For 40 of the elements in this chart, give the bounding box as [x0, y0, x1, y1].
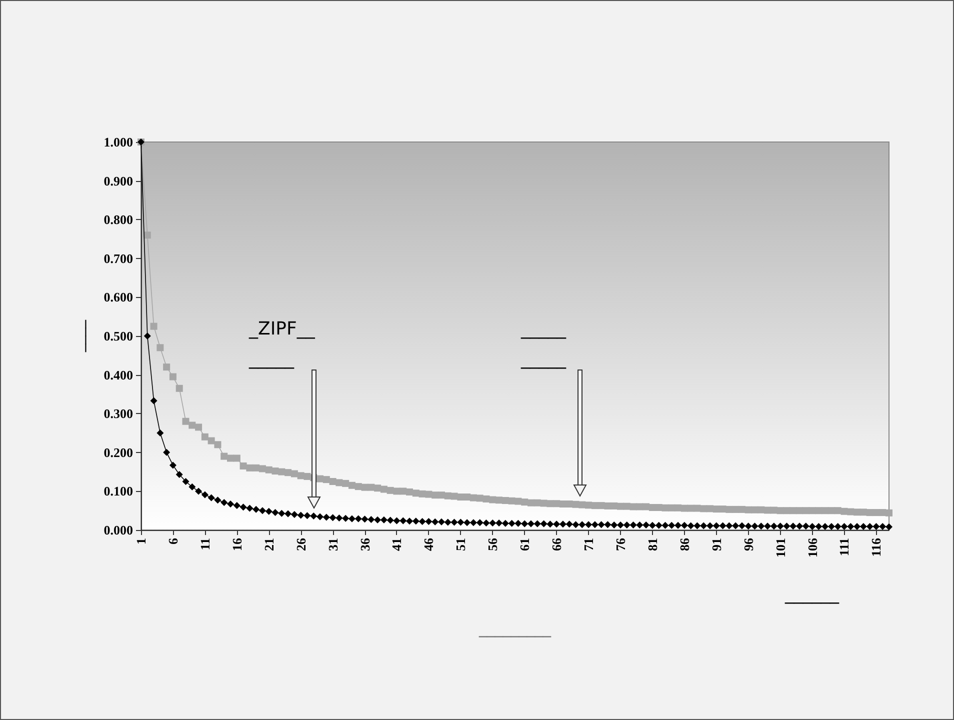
annotation: _ZIPF__ _____ — [248, 318, 316, 370]
x-tick-label: 26 — [293, 538, 308, 551]
x-tick-label: 71 — [581, 538, 596, 551]
y-tick-label: 0.600 — [104, 290, 133, 305]
x-tick-label: 11 — [197, 538, 212, 550]
x-axis-title: _________ — [478, 618, 552, 638]
annotation: _____ _____ — [520, 318, 567, 370]
x-tick-label: 111 — [836, 538, 852, 556]
y-tick-label: 0.100 — [104, 484, 133, 499]
x-tick-label: 86 — [676, 538, 692, 551]
y-tick-label: 0.500 — [104, 328, 133, 344]
x-tick-label: 31 — [325, 538, 340, 551]
y-tick-label: 0.400 — [104, 367, 133, 382]
x-tick-label: 16 — [229, 538, 244, 551]
y-tick-label: 0.900 — [104, 173, 133, 188]
x-tick-label: 21 — [261, 538, 276, 551]
y-tick-label: 0.300 — [104, 406, 133, 422]
x-tick-label: 81 — [644, 538, 660, 551]
x-tick-label: 61 — [517, 538, 532, 551]
x-tick-label: 56 — [485, 538, 500, 551]
y-tick-label: 1.000 — [104, 134, 133, 150]
x-tick-label: 6 — [165, 538, 180, 544]
y-axis-title: ____ — [68, 319, 86, 353]
x-tick-label: 41 — [389, 538, 404, 551]
text: ______ — [784, 584, 840, 604]
x-tick-label: 66 — [549, 538, 564, 551]
x-tick-label: 51 — [453, 538, 468, 551]
y-tick-label: 0.200 — [104, 444, 133, 460]
x-tick-label: 116 — [868, 538, 884, 557]
y-tick-label: 0.800 — [104, 212, 133, 228]
y-tick-label: 0.000 — [104, 522, 133, 538]
x-tick-label: 36 — [357, 538, 372, 551]
x-tick-label: 1 — [134, 538, 148, 544]
x-tick-label: 46 — [421, 538, 436, 551]
x-tick-label: 96 — [740, 538, 756, 551]
x-tick-label: 101 — [772, 538, 788, 558]
x-tick-label: 106 — [804, 538, 820, 558]
x-tick-label: 76 — [612, 538, 628, 551]
x-tick-label: 91 — [708, 538, 724, 551]
y-tick-label: 0.700 — [104, 250, 133, 266]
